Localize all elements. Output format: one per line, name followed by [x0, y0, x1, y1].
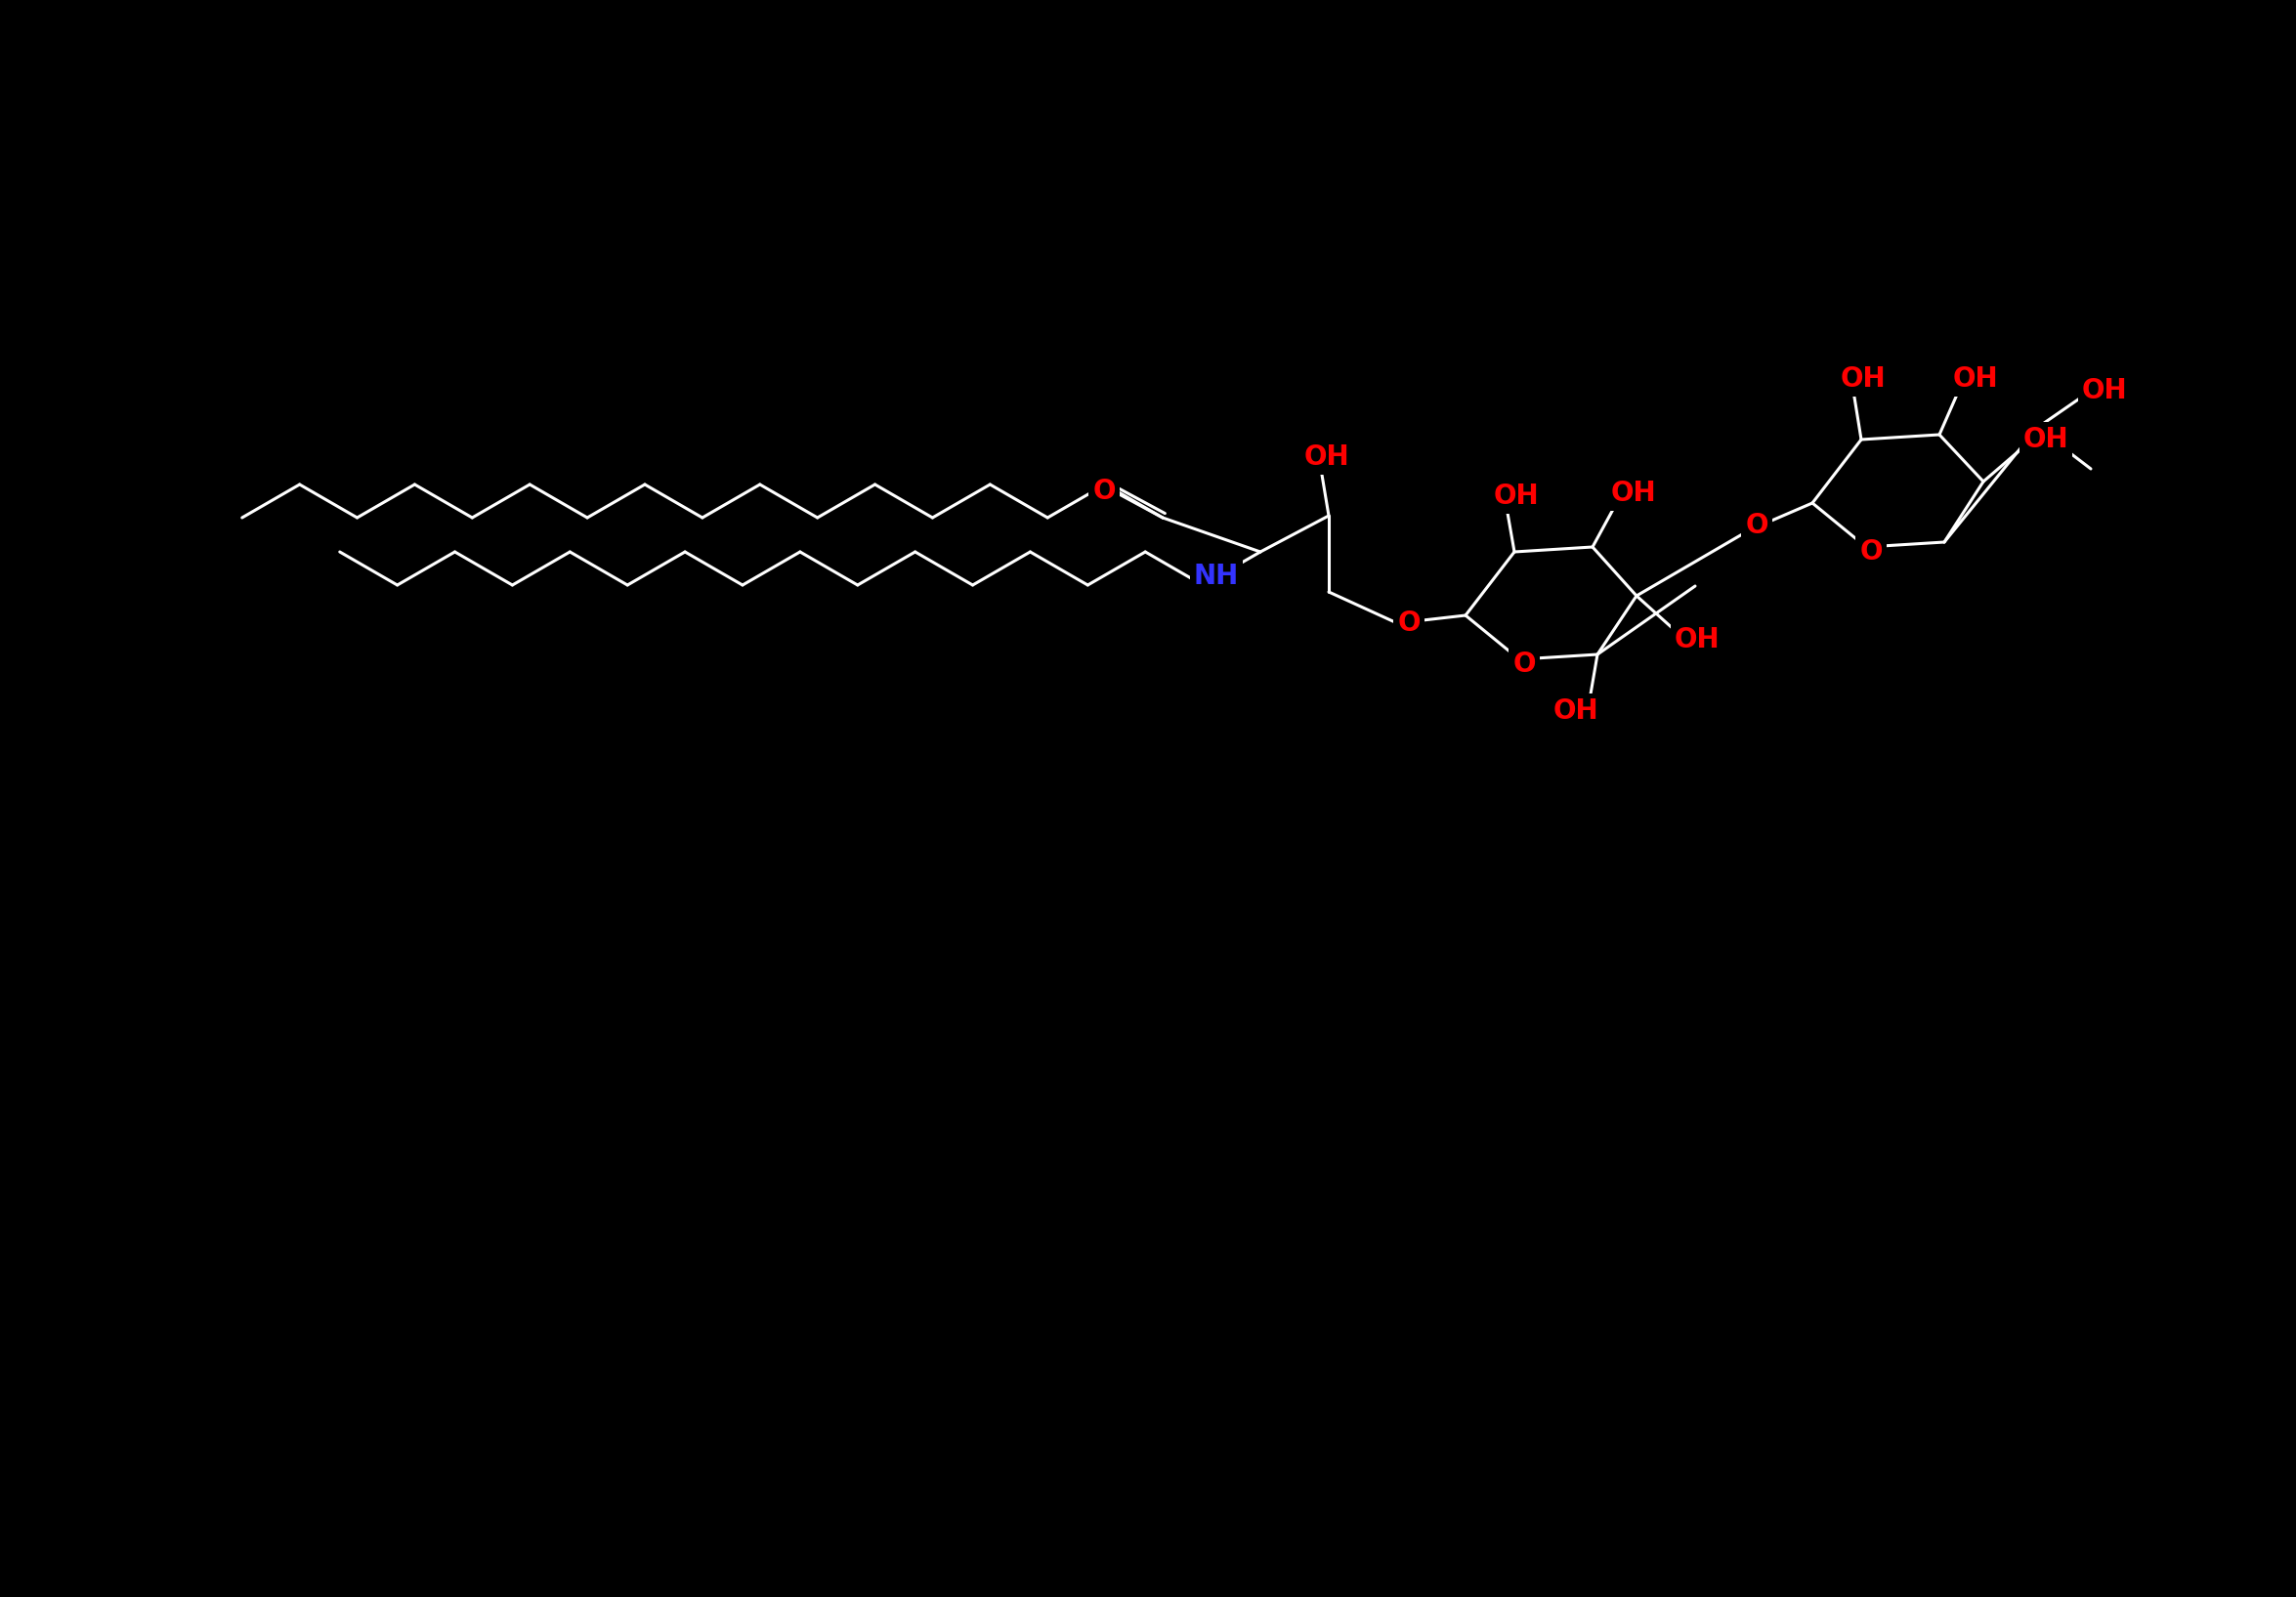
Text: O: O: [1093, 478, 1116, 505]
Text: O: O: [1860, 538, 1883, 565]
Text: O: O: [1398, 610, 1421, 637]
Text: OH: OH: [1552, 698, 1598, 725]
Text: OH: OH: [1954, 366, 1998, 393]
Text: OH: OH: [1612, 479, 1655, 506]
Text: OH: OH: [2023, 426, 2069, 454]
Text: OH: OH: [1674, 626, 1720, 653]
Text: OH: OH: [1495, 482, 1538, 509]
Text: OH: OH: [1841, 366, 1885, 393]
Text: O: O: [1513, 650, 1536, 677]
Text: NH: NH: [1194, 562, 1240, 589]
Text: OH: OH: [2082, 377, 2128, 404]
Text: O: O: [1745, 511, 1768, 540]
Text: OH: OH: [1304, 444, 1350, 471]
